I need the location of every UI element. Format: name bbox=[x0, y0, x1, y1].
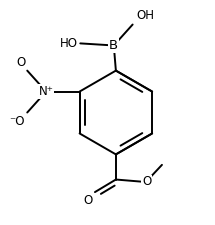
Text: O: O bbox=[16, 56, 25, 69]
Text: OH: OH bbox=[137, 9, 155, 22]
Text: ⁻O: ⁻O bbox=[10, 115, 25, 128]
Text: N⁺: N⁺ bbox=[39, 85, 54, 98]
Text: HO: HO bbox=[60, 37, 78, 50]
Text: B: B bbox=[109, 39, 118, 52]
Text: O: O bbox=[84, 194, 93, 207]
Text: O: O bbox=[142, 175, 151, 188]
